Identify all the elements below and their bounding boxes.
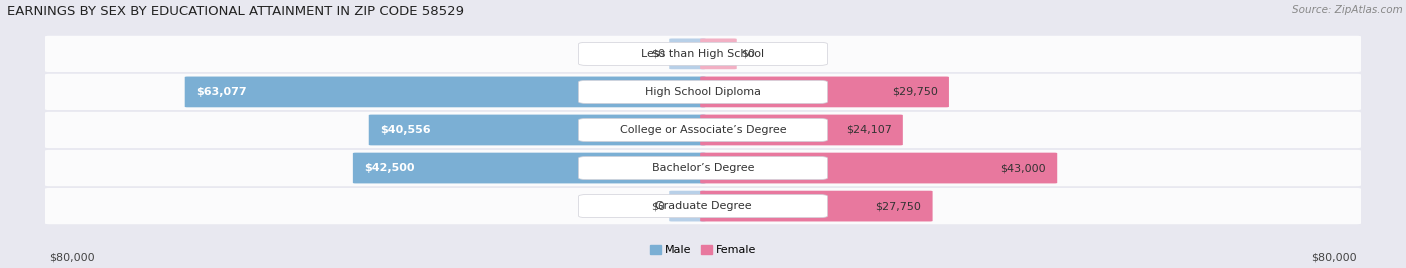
- Text: Less than High School: Less than High School: [641, 49, 765, 59]
- Legend: Male, Female: Male, Female: [645, 241, 761, 260]
- Text: College or Associate’s Degree: College or Associate’s Degree: [620, 125, 786, 135]
- Text: EARNINGS BY SEX BY EDUCATIONAL ATTAINMENT IN ZIP CODE 58529: EARNINGS BY SEX BY EDUCATIONAL ATTAINMEN…: [7, 5, 464, 18]
- FancyBboxPatch shape: [700, 39, 737, 69]
- FancyBboxPatch shape: [579, 118, 827, 142]
- Text: $27,750: $27,750: [876, 201, 921, 211]
- FancyBboxPatch shape: [184, 77, 706, 107]
- FancyBboxPatch shape: [579, 42, 827, 65]
- Text: Graduate Degree: Graduate Degree: [655, 201, 751, 211]
- Text: High School Diploma: High School Diploma: [645, 87, 761, 97]
- Text: $24,107: $24,107: [845, 125, 891, 135]
- FancyBboxPatch shape: [45, 74, 1361, 110]
- FancyBboxPatch shape: [45, 188, 1361, 224]
- Text: $29,750: $29,750: [891, 87, 938, 97]
- FancyBboxPatch shape: [669, 191, 706, 221]
- FancyBboxPatch shape: [45, 112, 1361, 148]
- Text: $40,556: $40,556: [380, 125, 430, 135]
- FancyBboxPatch shape: [579, 195, 827, 218]
- Text: $43,000: $43,000: [1000, 163, 1046, 173]
- FancyBboxPatch shape: [368, 115, 706, 145]
- FancyBboxPatch shape: [579, 157, 827, 180]
- FancyBboxPatch shape: [700, 115, 903, 145]
- Text: $0: $0: [651, 49, 665, 59]
- FancyBboxPatch shape: [669, 39, 706, 69]
- Text: $42,500: $42,500: [364, 163, 415, 173]
- FancyBboxPatch shape: [579, 80, 827, 103]
- FancyBboxPatch shape: [45, 36, 1361, 72]
- FancyBboxPatch shape: [700, 153, 1057, 183]
- Text: $80,000: $80,000: [1312, 253, 1357, 263]
- FancyBboxPatch shape: [700, 77, 949, 107]
- FancyBboxPatch shape: [700, 191, 932, 221]
- FancyBboxPatch shape: [353, 153, 706, 183]
- FancyBboxPatch shape: [45, 150, 1361, 186]
- Text: $80,000: $80,000: [49, 253, 94, 263]
- Text: Bachelor’s Degree: Bachelor’s Degree: [652, 163, 754, 173]
- Text: $0: $0: [651, 201, 665, 211]
- Text: $63,077: $63,077: [195, 87, 246, 97]
- Text: $0: $0: [741, 49, 755, 59]
- Text: Source: ZipAtlas.com: Source: ZipAtlas.com: [1292, 5, 1403, 15]
